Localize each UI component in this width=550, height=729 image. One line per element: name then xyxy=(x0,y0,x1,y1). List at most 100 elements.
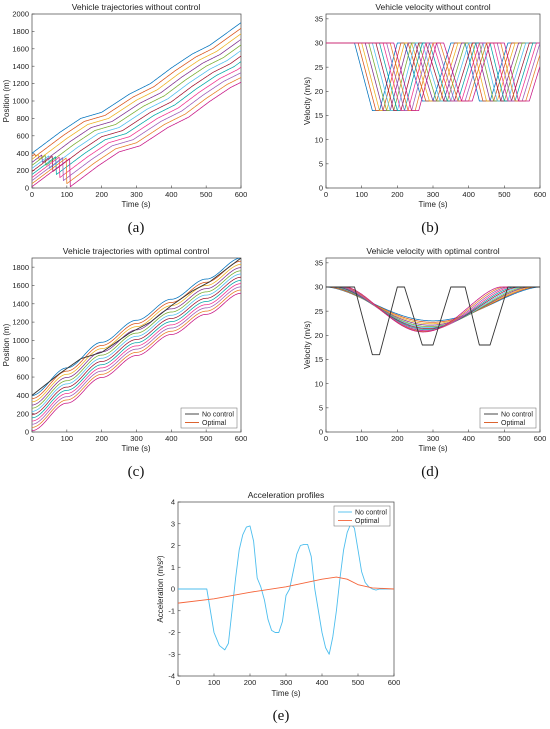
y-tick-label-d: 30 xyxy=(315,283,323,292)
y-tick-label-b: 15 xyxy=(315,111,323,120)
x-tick-label-d: 500 xyxy=(498,434,511,443)
legend-entry-c: No control xyxy=(202,411,234,418)
x-tick-label-e: 200 xyxy=(244,678,257,687)
x-tick-label-e: 0 xyxy=(176,678,180,687)
x-tick-label-d: 400 xyxy=(462,434,475,443)
x-tick-label-b: 600 xyxy=(534,190,547,199)
y-axis-label-c: Position (m) xyxy=(2,323,11,366)
vehicle-line-c-10 xyxy=(32,286,241,425)
vehicle-line-a-3 xyxy=(32,33,241,160)
vehicle-line-a-4 xyxy=(32,39,241,163)
y-tick-label-d: 20 xyxy=(315,331,323,340)
vehicle-line-c-12 xyxy=(32,292,241,432)
y-tick-label-a: 600 xyxy=(16,131,29,140)
y-tick-label-a: 2000 xyxy=(12,10,29,19)
legend-entry-d: No control xyxy=(501,411,533,418)
y-axis-label-e: Acceleration (m/s²) xyxy=(156,555,165,622)
vehicle-line-b-12 xyxy=(326,42,540,112)
x-tick-label-c: 0 xyxy=(30,434,34,443)
y-tick-label-b: 25 xyxy=(315,63,323,72)
x-tick-label-a: 500 xyxy=(200,190,213,199)
vehicle-line-a-11 xyxy=(32,77,241,185)
y-tick-label-c: 1800 xyxy=(12,263,29,272)
y-tick-label-a: 1800 xyxy=(12,27,29,36)
legend-box-d xyxy=(479,407,537,429)
y-tick-label-c: 1000 xyxy=(12,336,29,345)
vehicle-line-d-8 xyxy=(326,286,540,330)
vehicle-line-c-7 xyxy=(32,276,241,415)
series-group-a xyxy=(32,22,241,188)
y-tick-label-c: 1400 xyxy=(12,299,29,308)
y-tick-label-c: 200 xyxy=(16,409,29,418)
x-tick-label-c: 500 xyxy=(200,434,213,443)
x-tick-label-a: 600 xyxy=(235,190,248,199)
y-tick-label-a: 1200 xyxy=(12,79,29,88)
chart-title-e: Acceleration profiles xyxy=(248,490,325,500)
x-tick-label-c: 100 xyxy=(61,434,74,443)
y-tick-label-d: 25 xyxy=(315,307,323,316)
panel-b: 0 100 200 300 400 500 600 0 5 10 15 20 25 30 35 Vehicl… xyxy=(303,2,546,236)
vehicle-line-d-12 xyxy=(326,286,540,333)
legend-e: No control Optimal xyxy=(333,505,391,527)
x-axis-label-a: Time (s) xyxy=(121,200,150,209)
chart-title-b: Vehicle velocity without control xyxy=(375,2,490,12)
y-tick-label-c: 0 xyxy=(25,428,29,437)
y-tick-label-a: 400 xyxy=(16,149,29,158)
series-line-c-1 xyxy=(32,258,241,396)
x-tick-label-e: 600 xyxy=(388,678,401,687)
series-group-b xyxy=(326,42,540,112)
legend-c: No control Optimal xyxy=(180,407,238,429)
plot-frame-a xyxy=(31,13,242,189)
series-group-d xyxy=(326,286,540,356)
legend-box-e xyxy=(333,505,391,527)
x-tick-label-c: 600 xyxy=(235,434,248,443)
vehicle-line-c-5 xyxy=(32,270,241,409)
x-tick-label-c: 300 xyxy=(130,434,143,443)
x-tick-label-a: 300 xyxy=(130,190,143,199)
x-tick-label-b: 100 xyxy=(355,190,368,199)
x-tick-label-e: 100 xyxy=(208,678,221,687)
x-axis-label-d: Time (s) xyxy=(418,444,447,453)
legend-entry-e: No control xyxy=(355,509,387,516)
x-tick-label-a: 0 xyxy=(30,190,34,199)
panel-e: 0 100 200 300 400 500 600 -4 -3 -2 -1 0 1 2 3 4 No contr… xyxy=(156,490,400,724)
y-tick-label-e: -4 xyxy=(168,672,175,681)
x-tick-label-b: 0 xyxy=(324,190,328,199)
plot-frame-c xyxy=(31,257,242,433)
x-tick-label-d: 0 xyxy=(324,434,328,443)
y-tick-label-a: 1400 xyxy=(12,62,29,71)
x-tick-label-b: 300 xyxy=(427,190,440,199)
plot-marks-a: 0 100 200 300 400 500 600 0 200 400 600 800 1000 1200… xyxy=(12,10,247,199)
y-tick-label-e: -3 xyxy=(168,650,175,659)
chart-title-c: Vehicle trajectories with optimal contro… xyxy=(63,246,210,256)
vehicle-line-a-1 xyxy=(32,22,241,154)
plot-marks-b: 0 100 200 300 400 500 600 0 5 10 15 20 25 30 35 xyxy=(315,14,547,199)
panel-label-b: (b) xyxy=(421,220,439,236)
y-tick-label-b: 30 xyxy=(315,39,323,48)
panel-label-c: (c) xyxy=(128,464,145,480)
legend-entry-d: Optimal xyxy=(501,420,526,427)
series-line-e-2 xyxy=(178,576,394,604)
y-tick-label-c: 1600 xyxy=(12,281,29,290)
y-tick-label-e: -2 xyxy=(168,628,175,637)
y-tick-label-a: 1000 xyxy=(12,97,29,106)
vehicle-line-c-3 xyxy=(32,264,241,403)
y-tick-label-a: 800 xyxy=(16,114,29,123)
y-tick-label-e: 4 xyxy=(171,498,175,507)
x-tick-label-a: 200 xyxy=(95,190,108,199)
vehicle-line-c-6 xyxy=(32,273,241,412)
y-axis-label-d: Velocity (m/s) xyxy=(303,321,312,369)
y-tick-label-c: 600 xyxy=(16,373,29,382)
series-group-e xyxy=(178,523,394,655)
vehicle-line-c-2 xyxy=(32,260,241,399)
x-tick-label-a: 100 xyxy=(61,190,74,199)
vehicle-line-c-8 xyxy=(32,280,241,419)
y-tick-label-e: 3 xyxy=(171,519,175,528)
x-tick-label-e: 400 xyxy=(316,678,329,687)
panel-label-e: (e) xyxy=(273,708,290,724)
y-tick-label-b: 20 xyxy=(315,87,323,96)
plot-marks-e: 0 100 200 300 400 500 600 -4 -3 -2 -1 0 1 2 3 4 No contr… xyxy=(168,498,400,687)
x-tick-label-d: 200 xyxy=(391,434,404,443)
plot-frame-e xyxy=(177,501,395,677)
y-tick-label-c: 800 xyxy=(16,354,29,363)
